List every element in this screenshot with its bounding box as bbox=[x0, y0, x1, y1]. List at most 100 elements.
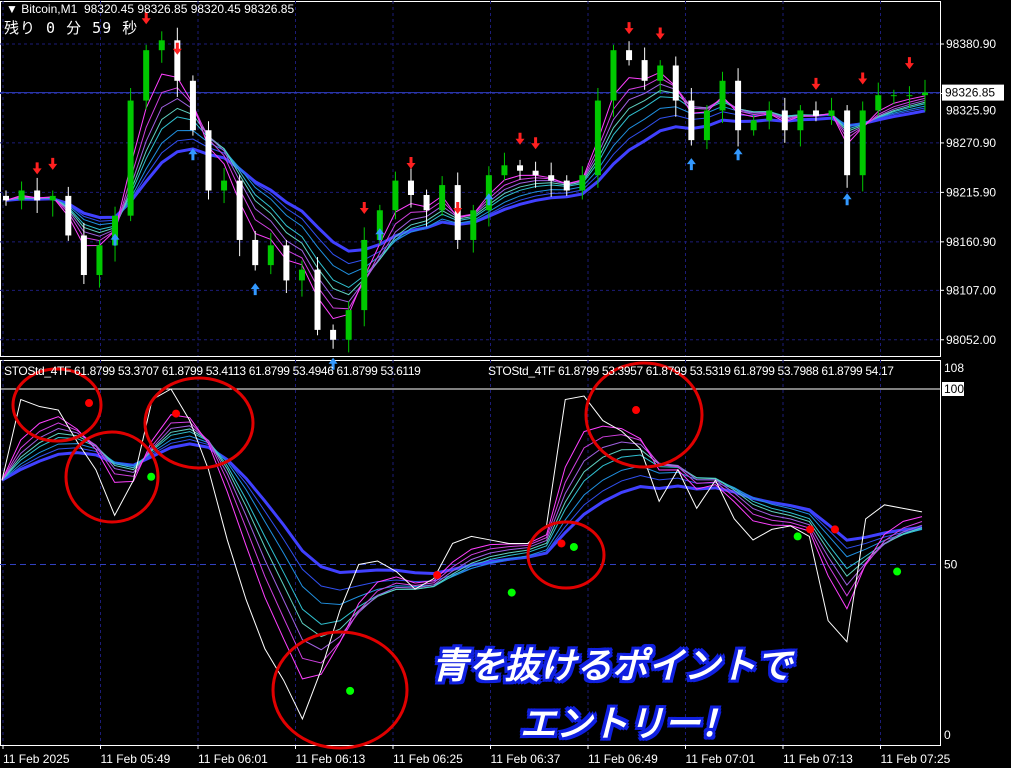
candle-body bbox=[470, 210, 477, 240]
sell-arrow-icon bbox=[531, 137, 541, 150]
annotation-circle bbox=[11, 367, 103, 443]
candle-body bbox=[376, 210, 383, 240]
candle-body bbox=[828, 110, 835, 116]
candle-body bbox=[205, 130, 212, 191]
red-signal-dot bbox=[172, 409, 181, 418]
candle-body bbox=[34, 190, 41, 201]
sell-arrow-icon bbox=[32, 162, 42, 175]
annotation-circle bbox=[64, 430, 160, 524]
stoch-ribbon-line bbox=[1, 439, 923, 591]
stoch-ribbon-line bbox=[1, 421, 923, 664]
candle-body bbox=[781, 110, 788, 131]
red-signal-dot bbox=[85, 399, 94, 408]
candle-body bbox=[330, 329, 337, 340]
candle-body bbox=[906, 95, 913, 97]
red-signal-dot bbox=[433, 571, 442, 580]
candle-body bbox=[236, 180, 243, 240]
price-tick-label: 98160.90 bbox=[946, 235, 996, 249]
candle-body bbox=[703, 110, 710, 141]
buy-arrow-icon bbox=[484, 193, 494, 206]
price-ma-ribbon-line bbox=[5, 71, 926, 320]
candle-body bbox=[314, 269, 321, 330]
price-tick-label: 98107.00 bbox=[946, 283, 996, 297]
indicator-tick-label: 50 bbox=[944, 558, 958, 572]
candle-body bbox=[361, 239, 368, 311]
time-tick-label: 11 Feb 06:13 bbox=[296, 752, 366, 766]
time-tick-label: 11 Feb 07:13 bbox=[783, 752, 853, 766]
candle-body bbox=[812, 110, 819, 116]
candle-body bbox=[922, 92, 928, 96]
candle-body bbox=[875, 95, 882, 111]
time-tick-label: 11 Feb 2025 bbox=[3, 752, 70, 766]
candle-body bbox=[610, 50, 617, 101]
buy-arrow-icon bbox=[733, 148, 743, 161]
candle-body bbox=[283, 245, 290, 281]
candle-body bbox=[735, 80, 742, 131]
candle-body bbox=[112, 215, 119, 246]
time-tick-label: 11 Feb 06:49 bbox=[588, 752, 658, 766]
candle-body bbox=[563, 180, 570, 191]
sell-arrow-icon bbox=[48, 157, 58, 170]
time-tick-label: 11 Feb 05:49 bbox=[101, 752, 171, 766]
level-100-box bbox=[942, 382, 964, 396]
chart-header: ▼ Bitcoin,M1 98320.45 98326.85 98320.45 … bbox=[6, 2, 294, 16]
candle-body bbox=[252, 239, 259, 266]
candle-body bbox=[626, 50, 633, 61]
sell-arrow-icon bbox=[858, 72, 868, 85]
red-signal-dot bbox=[830, 525, 839, 534]
candle-body bbox=[345, 310, 352, 340]
current-price-label: 98326.85 bbox=[945, 86, 995, 100]
indicator-panel-frame bbox=[0, 360, 941, 746]
candle-body bbox=[657, 65, 664, 81]
collapse-triangle-icon[interactable]: ▼ bbox=[6, 2, 18, 16]
candle-body bbox=[750, 120, 757, 131]
stoch-ribbon-line bbox=[1, 414, 923, 680]
candle-body bbox=[844, 110, 851, 176]
price-ma-ribbon-line bbox=[5, 105, 926, 275]
price-panel-frame bbox=[0, 1, 941, 357]
indicator-label-2: STOStd_4TF 61.8799 53.3957 61.8799 53.53… bbox=[488, 364, 894, 378]
candle-body bbox=[859, 110, 866, 176]
sell-arrow-icon bbox=[453, 201, 463, 214]
candle-body bbox=[672, 65, 679, 101]
candle-body bbox=[594, 100, 601, 176]
sell-arrow-icon bbox=[811, 77, 821, 90]
time-tick-label: 11 Feb 06:01 bbox=[198, 752, 268, 766]
candle-body bbox=[532, 170, 539, 176]
sell-arrow-icon bbox=[624, 22, 634, 35]
price-tick-label: 98325.90 bbox=[946, 104, 996, 118]
symbol-label: Bitcoin,M1 bbox=[21, 2, 78, 16]
indicator-label-1: STOStd_4TF 61.8799 53.3707 61.8799 53.41… bbox=[4, 364, 421, 378]
candle-body bbox=[174, 40, 181, 81]
annotation-circle bbox=[271, 630, 409, 750]
candle-body bbox=[501, 165, 508, 176]
candle-body bbox=[719, 80, 726, 111]
sell-arrow-icon bbox=[904, 57, 914, 70]
annotation-circle bbox=[526, 520, 606, 590]
stoch-ribbon-line bbox=[1, 428, 923, 638]
candle-body bbox=[423, 194, 430, 211]
buy-arrow-icon bbox=[110, 233, 120, 246]
green-signal-dot bbox=[147, 472, 156, 481]
indicator-tick-label: 108 bbox=[944, 361, 964, 375]
buy-arrow-icon bbox=[375, 228, 385, 241]
price-tick-label: 98052.00 bbox=[946, 333, 996, 347]
time-tick-label: 11 Feb 07:25 bbox=[881, 752, 951, 766]
red-signal-dot bbox=[557, 539, 566, 548]
candle-body bbox=[641, 60, 648, 81]
annotation-line-2: エントリー！ bbox=[520, 704, 737, 745]
price-tick-label: 98380.90 bbox=[946, 37, 996, 51]
stoch-ribbon-line bbox=[1, 425, 923, 651]
candle-body bbox=[267, 245, 274, 266]
buy-arrow-icon bbox=[842, 193, 852, 206]
red-signal-dot bbox=[806, 525, 815, 534]
price-tick-label: 98270.90 bbox=[946, 136, 996, 150]
buy-arrow-icon bbox=[328, 357, 338, 370]
candle-body bbox=[688, 100, 695, 141]
candle-body bbox=[485, 175, 492, 211]
candle-body bbox=[797, 110, 804, 131]
sell-arrow-icon bbox=[406, 156, 416, 169]
candle-body bbox=[189, 80, 196, 131]
candle-body bbox=[579, 175, 586, 191]
